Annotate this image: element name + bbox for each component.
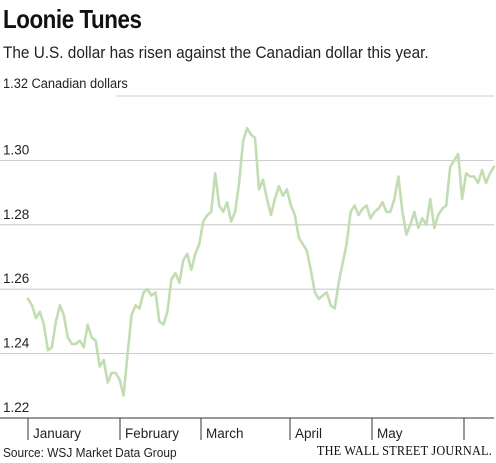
- y-tick-label: 1.26: [3, 271, 29, 286]
- source-note: Source: WSJ Market Data Group: [3, 446, 177, 460]
- series-line: [26, 126, 496, 397]
- y-tick-label: 1.24: [3, 336, 30, 351]
- chart-title: Loonie Tunes: [3, 4, 142, 34]
- publisher-logo: THE WALL STREET JOURNAL.: [316, 444, 492, 459]
- series-layer: [26, 126, 496, 397]
- month-label: March: [206, 426, 244, 441]
- x-axis: January February March April May: [0, 417, 494, 441]
- month-label: January: [33, 426, 81, 441]
- chart-subtitle: The U.S. dollar has risen against the Ca…: [3, 44, 429, 62]
- month-label: April: [295, 426, 322, 441]
- y-tick-labels: 1.24 1.26 1.28 1.30 1.22: [3, 142, 30, 415]
- y-axis-top-label: 1.32 Canadian dollars: [3, 76, 128, 91]
- month-label: February: [125, 426, 179, 441]
- y-tick-label-min: 1.22: [3, 400, 29, 415]
- month-label: May: [377, 426, 403, 441]
- y-tick-label: 1.28: [3, 207, 29, 222]
- y-tick-label: 1.30: [3, 142, 29, 157]
